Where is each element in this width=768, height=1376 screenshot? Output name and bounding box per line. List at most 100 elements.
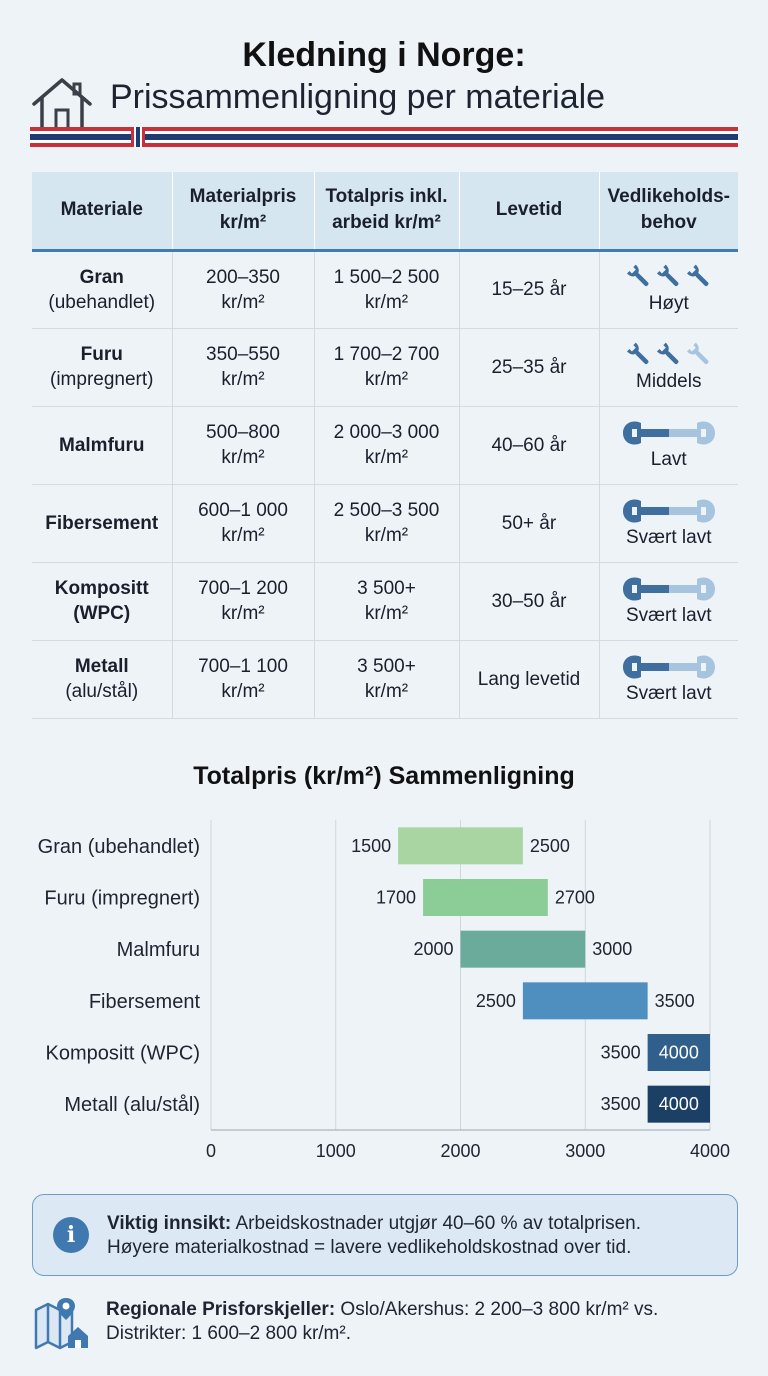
bar-high-label: 4000 <box>659 1094 699 1114</box>
maintenance-label: Svært lavt <box>625 604 712 626</box>
table-row: Kompositt (WPC) 700–1 200 kr/m² 3 500+ kr/m² 3… <box>32 562 738 641</box>
maintenance-icons <box>604 419 735 447</box>
material-price-cell: 600–1 000 kr/m² <box>172 484 315 563</box>
page-title: Kledning i Norge: <box>242 36 526 74</box>
regional-text: Regionale Prisforskjeller: Oslo/Akershus… <box>106 1298 736 1346</box>
wrench-icon <box>656 264 679 287</box>
material-name-cell: Metall (alu/stål) <box>32 640 173 719</box>
table-row: Metall (alu/stål) 700–1 100 kr/m² 3 500+ kr/m… <box>32 640 738 719</box>
x-tick-label: 3000 <box>565 1141 605 1161</box>
lifetime-cell: 15–25 år <box>459 250 600 329</box>
page-subtitle: Prissammenligning per materiale <box>110 78 606 116</box>
maintenance-label: Lavt <box>650 448 687 470</box>
price-value: 3 500+ <box>357 656 416 677</box>
regional-bold: Regionale Prisforskjeller: <box>106 1299 336 1320</box>
long-wrench-icon <box>622 576 715 601</box>
insight-line2: Høyere materialkostnad = lavere vedlikeh… <box>107 1237 632 1258</box>
bar-high-label: 3500 <box>655 991 695 1011</box>
price-value: 2 500–3 500 <box>333 500 440 521</box>
price-value: 700–1 100 <box>198 656 288 677</box>
range-bar <box>647 1085 710 1123</box>
lifetime-cell: 40–60 år <box>459 406 600 485</box>
insight-line1: Arbeidskostnader utgjør 40–60 % av total… <box>231 1213 642 1234</box>
lifetime-value: 15–25 år <box>491 279 567 300</box>
bar-low-label: 3500 <box>601 1094 641 1114</box>
lifetime-value: 25–35 år <box>491 356 567 378</box>
material-name: Kompositt <box>54 578 149 599</box>
maintenance-cell: Svært lavt <box>599 484 738 563</box>
material-name: Gran <box>79 266 124 288</box>
regional-note: Regionale Prisforskjeller: Oslo/Akershus… <box>32 1296 738 1356</box>
maintenance-label: Middels <box>636 370 702 392</box>
table-header-cell: Vedlikeholds-behov <box>599 172 738 252</box>
x-tick-label: 0 <box>206 1141 216 1161</box>
wrench-icon <box>686 264 709 287</box>
range-bar-chart: 0 1000 2000 3000 4000 Gran (ubehandlet) 1500 25… <box>38 820 730 1161</box>
x-tick-label: 1000 <box>316 1141 356 1161</box>
lifetime-cell: 25–35 år <box>459 328 600 407</box>
long-wrench-icon <box>622 420 715 445</box>
table-header-line: arbeid kr/m² <box>332 212 441 234</box>
price-value: 1 700–2 700 <box>333 344 440 365</box>
maintenance-cell: Svært lavt <box>599 562 738 641</box>
bar-low-label: 3500 <box>601 1043 641 1063</box>
price-unit: kr/m² <box>364 681 409 702</box>
range-bar <box>460 930 586 968</box>
bar-high-label: 3000 <box>592 939 632 959</box>
table-header-cell: Materialpris kr/m² <box>172 172 315 252</box>
long-wrench-icon <box>622 654 715 679</box>
table-header-line: Levetid <box>495 199 563 221</box>
material-name-cell: Fibersement <box>32 484 173 563</box>
maintenance-icons <box>604 653 735 681</box>
x-tick-label: 2000 <box>440 1141 480 1161</box>
maintenance-icons <box>604 497 735 525</box>
material-name-cell: Kompositt (WPC) <box>32 562 173 641</box>
wrench-icon <box>686 342 709 364</box>
maintenance-icons <box>604 341 735 369</box>
lifetime-value: Lang levetid <box>477 668 581 690</box>
material-price-cell: 350–550 kr/m² <box>172 328 315 407</box>
material-name: Furu <box>80 344 123 365</box>
norwegian-flag-stripe <box>30 127 738 147</box>
table-header-line: behov <box>640 212 697 234</box>
lifetime-cell: 30–50 år <box>459 562 600 641</box>
insight-box: i Viktig innsikt: Arbeidskostnader utgjø… <box>32 1194 738 1276</box>
maintenance-label: Høyt <box>648 293 689 314</box>
table-header-line: Materialpris <box>189 186 297 208</box>
maintenance-cell: Høyt <box>599 250 738 329</box>
total-price-cell: 1 500–2 500 kr/m² <box>314 250 460 329</box>
category-label: Furu (impregnert) <box>44 888 200 910</box>
price-value: 200–350 <box>206 266 280 288</box>
material-subname: (WPC) <box>73 603 131 624</box>
price-unit: kr/m² <box>364 369 409 390</box>
total-price-cell: 3 500+ kr/m² <box>314 562 460 641</box>
material-name: Fibersement <box>45 512 159 534</box>
price-value: 500–800 <box>206 422 280 443</box>
price-unit: kr/m² <box>221 291 265 313</box>
maintenance-label: Svært lavt <box>625 526 712 548</box>
bar-high-label: 4000 <box>659 1043 699 1063</box>
maintenance-icons <box>604 263 735 291</box>
maintenance-cell: Middels <box>599 328 738 407</box>
wrench-icon <box>626 342 649 364</box>
table-header-line: Totalpris inkl. <box>325 186 448 208</box>
house-icon <box>32 78 92 132</box>
table-header-cell: Levetid <box>459 172 600 252</box>
table-row: Fibersement 600–1 000 kr/m² 2 500–3 500 kr/m… <box>32 484 738 563</box>
lifetime-value: 50+ år <box>501 512 557 534</box>
material-subname: (ubehandlet) <box>48 291 156 313</box>
regional-line1: Oslo/Akershus: 2 200–3 800 kr/m² vs. <box>335 1299 659 1320</box>
total-price-cell: 1 700–2 700 kr/m² <box>314 328 460 407</box>
price-unit: kr/m² <box>221 369 265 390</box>
total-price-cell: 2 500–3 500 kr/m² <box>314 484 460 563</box>
chart-title: Totalpris (kr/m²) Sammenligning <box>193 762 575 790</box>
table-row: Gran (ubehandlet) 200–350 kr/m² 1 500–2 500 k… <box>32 250 738 329</box>
range-bar <box>647 1034 710 1071</box>
range-bar <box>522 982 648 1020</box>
insight-text: Viktig innsikt: Arbeidskostnader utgjør … <box>107 1212 727 1260</box>
price-unit: kr/m² <box>364 291 409 313</box>
table-header-cell: Totalpris inkl. arbeid kr/m² <box>314 172 460 252</box>
maintenance-icons <box>604 575 735 603</box>
price-value: 2 000–3 000 <box>333 422 440 443</box>
lifetime-value: 40–60 år <box>491 434 567 456</box>
